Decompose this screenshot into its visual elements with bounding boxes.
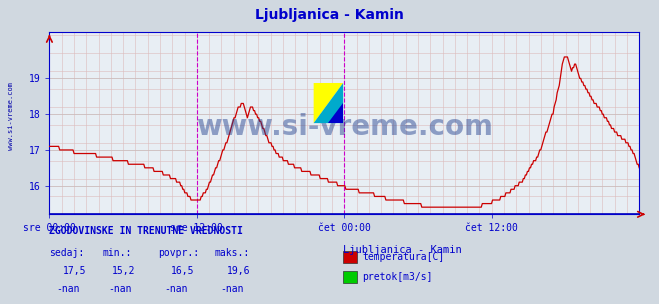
- Polygon shape: [314, 83, 343, 123]
- Text: www.si-vreme.com: www.si-vreme.com: [196, 113, 493, 141]
- Text: 17,5: 17,5: [63, 266, 86, 276]
- Text: min.:: min.:: [102, 248, 132, 258]
- Text: pretok[m3/s]: pretok[m3/s]: [362, 272, 433, 282]
- Text: maks.:: maks.:: [214, 248, 249, 258]
- Text: ZGODOVINSKE IN TRENUTNE VREDNOSTI: ZGODOVINSKE IN TRENUTNE VREDNOSTI: [49, 226, 243, 237]
- Text: povpr.:: povpr.:: [158, 248, 199, 258]
- Text: 19,6: 19,6: [227, 266, 251, 276]
- Text: 16,5: 16,5: [171, 266, 195, 276]
- Text: -nan: -nan: [221, 284, 244, 294]
- Text: Ljubljanica - Kamin: Ljubljanica - Kamin: [255, 8, 404, 22]
- Text: temperatura[C]: temperatura[C]: [362, 252, 445, 262]
- Text: www.si-vreme.com: www.si-vreme.com: [8, 81, 14, 150]
- Text: sedaj:: sedaj:: [49, 248, 84, 258]
- Polygon shape: [314, 83, 343, 123]
- Text: -nan: -nan: [165, 284, 188, 294]
- Text: -nan: -nan: [109, 284, 132, 294]
- Polygon shape: [328, 103, 343, 123]
- Text: Ljubljanica - Kamin: Ljubljanica - Kamin: [343, 245, 461, 255]
- Text: -nan: -nan: [56, 284, 80, 294]
- Text: 15,2: 15,2: [112, 266, 136, 276]
